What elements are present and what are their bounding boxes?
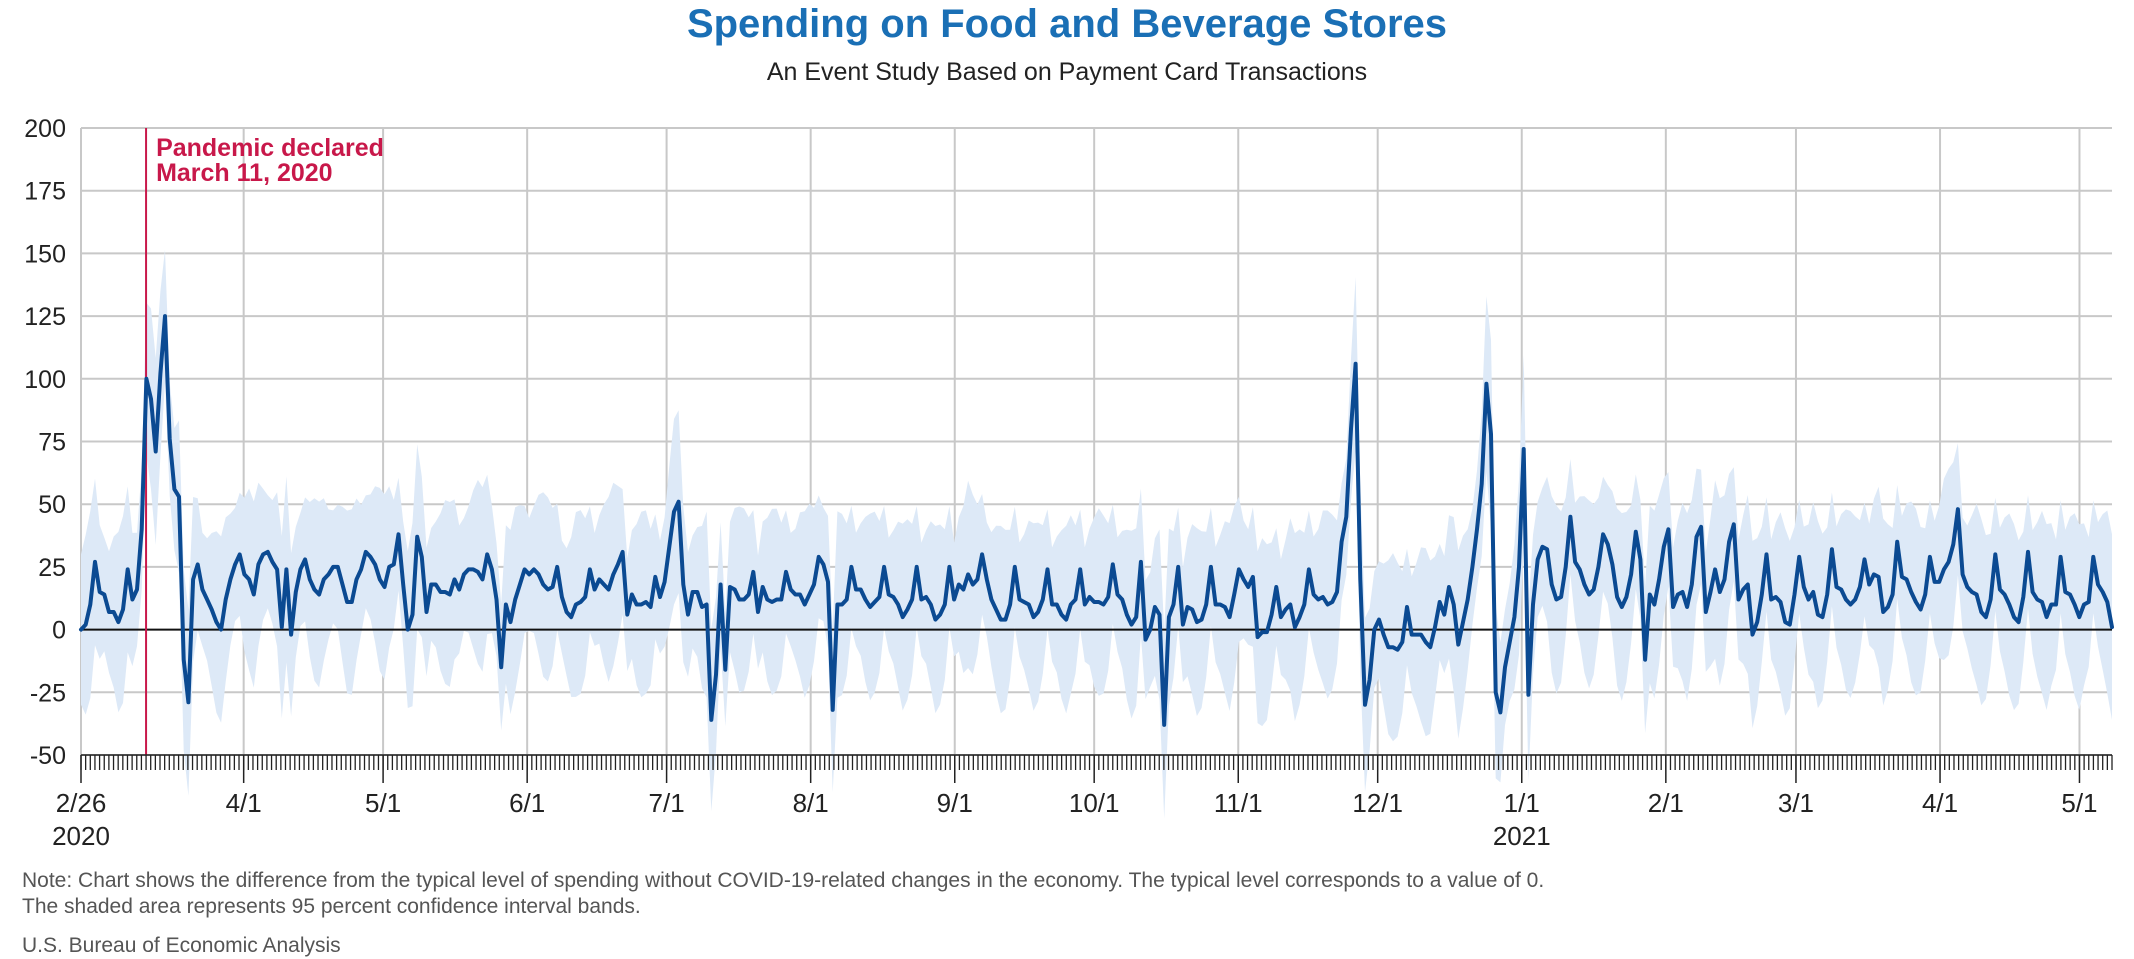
y-tick-label: 150 [24,240,66,268]
confidence-band [81,249,2112,819]
y-tick-label: 100 [24,366,66,394]
series-line [79,314,2114,727]
x-tick-label: 11/1 [1214,788,1263,818]
x-tick-year-label: 2021 [1493,821,1551,851]
x-tick-label: 4/1 [226,788,262,818]
x-tick-label: 8/1 [793,788,829,818]
annotation-line-2: March 11, 2020 [156,159,333,187]
confidence-band-group [81,249,2112,819]
x-tick-label: 1/1 [1504,788,1540,818]
series-line-group [79,314,2114,727]
x-tick-label: 10/1 [1069,788,1120,818]
x-tick-year-label: 2020 [52,821,110,851]
x-minor-ticks [80,755,2113,770]
x-tick-label: 5/1 [2061,788,2097,818]
note-line-1: Note: Chart shows the difference from th… [22,869,1545,892]
chart-subtitle: An Event Study Based on Payment Card Tra… [766,58,1368,86]
x-tick-label: 2/1 [1648,788,1684,818]
x-tick-label: 7/1 [649,788,685,818]
source-label: U.S. Bureau of Economic Analysis [22,934,341,957]
y-tick-label: 125 [24,303,66,331]
chart-title: Spending on Food and Beverage Stores [686,2,1448,46]
x-tick-label: 4/1 [1922,788,1958,818]
x-tick-label: 6/1 [509,788,545,818]
y-tick-label: 75 [38,429,66,457]
y-tick-label: 0 [52,617,66,645]
x-tick-label: 5/1 [365,788,401,818]
chart-note: Note: Chart shows the difference from th… [22,868,1544,920]
x-tick-label: 3/1 [1778,788,1814,818]
x-tick-label: 9/1 [937,788,973,818]
x-tick-label: 12/1 [1352,788,1403,818]
x-tick-label: 2/26 [56,788,107,818]
y-tick-label: 50 [38,491,66,519]
y-tick-label: 25 [38,554,66,582]
y-tick-label: -25 [30,679,66,707]
annotation-line-1: Pandemic declared [156,134,384,162]
y-tick-label: 175 [24,178,66,206]
y-tick-label: -50 [30,742,66,770]
y-tick-label: 200 [24,115,66,143]
note-line-2: The shaded area represents 95 percent co… [22,895,641,918]
